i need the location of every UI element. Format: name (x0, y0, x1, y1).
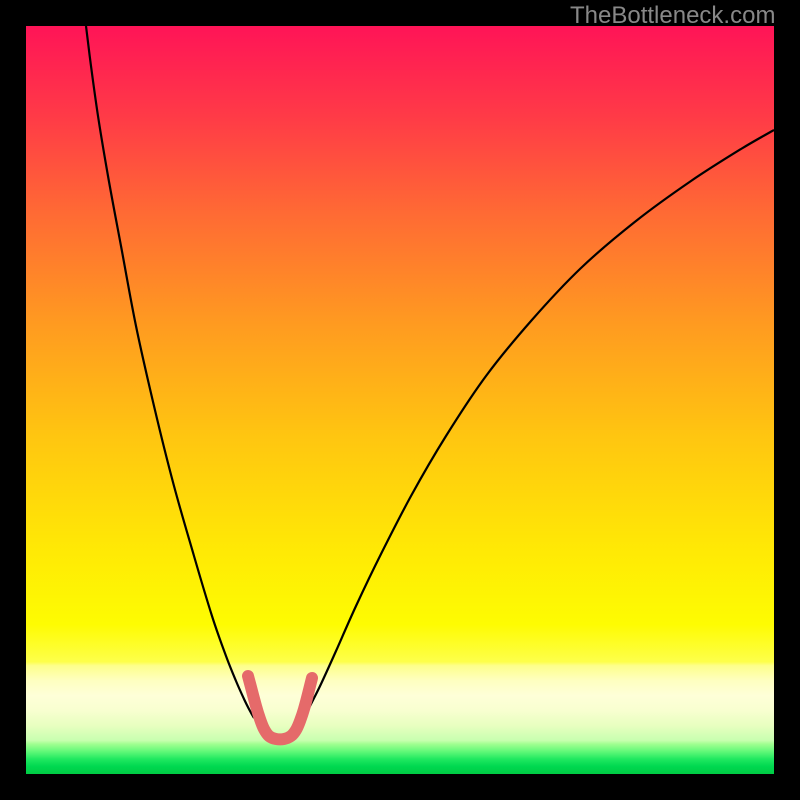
chart-svg (26, 26, 774, 774)
watermark-text: TheBottleneck.com (570, 2, 775, 30)
chart-background (26, 26, 774, 774)
chart-inner (26, 26, 774, 774)
